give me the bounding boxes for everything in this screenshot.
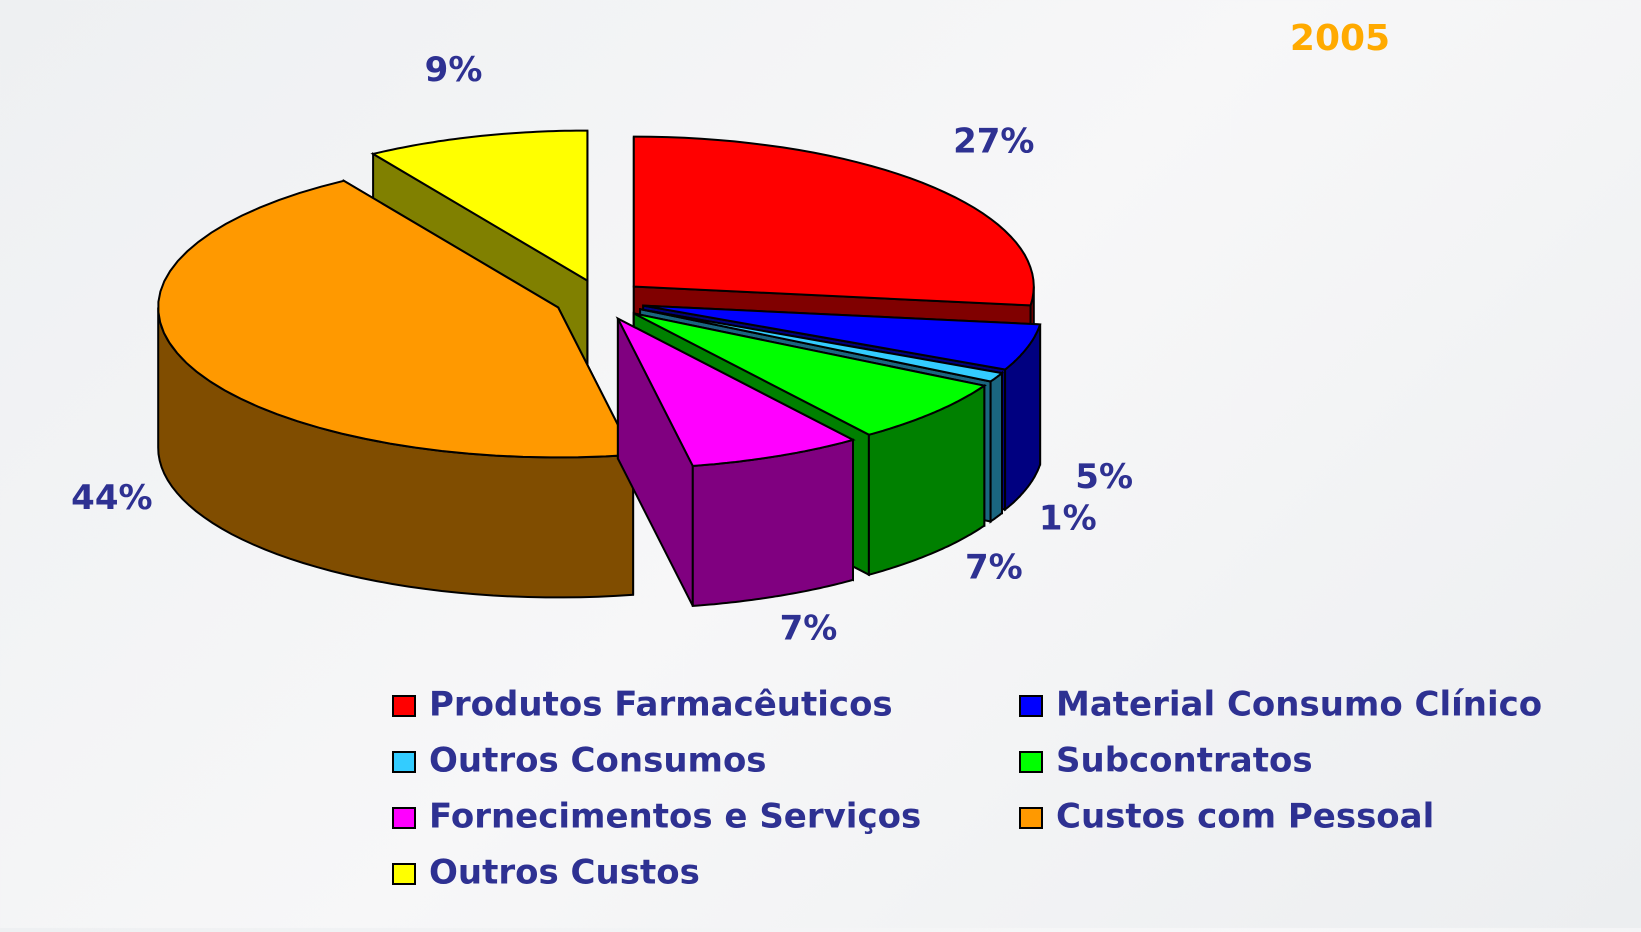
slice-top	[615, 316, 856, 467]
slice-top	[633, 312, 987, 436]
legend-swatch	[392, 863, 416, 885]
slice-top	[643, 304, 1042, 371]
legend-label: Custos com Pessoal	[1056, 797, 1434, 837]
slice-top	[639, 308, 1005, 383]
legend-label: Produtos Farmacêuticos	[429, 685, 893, 725]
slice-top	[157, 179, 635, 459]
legend-swatch	[1019, 751, 1043, 773]
legend-swatch	[1019, 695, 1043, 717]
legend-label: Material Consumo Clínico	[1056, 685, 1542, 725]
legend-label: Fornecimentos e Serviços	[429, 797, 921, 837]
legend-label: Subcontratos	[1056, 741, 1313, 781]
legend-swatch	[392, 695, 416, 717]
pie-slice	[157, 179, 635, 599]
data-label: 1%	[1039, 498, 1097, 538]
data-label: 27%	[953, 121, 1034, 161]
data-label: 9%	[425, 50, 483, 90]
slice-top	[632, 135, 1035, 307]
legend-swatch	[392, 807, 416, 829]
legend-swatch	[392, 751, 416, 773]
legend-label: Outros Consumos	[429, 741, 767, 781]
slice-side	[989, 370, 1003, 524]
legend-label: Outros Custos	[429, 853, 700, 893]
slice-top	[370, 129, 589, 283]
data-label: 7%	[965, 548, 1023, 588]
chart-title: 2005	[1290, 18, 1390, 59]
pie-slice	[615, 316, 856, 607]
data-label: 44%	[71, 478, 152, 518]
legend-swatch	[1019, 807, 1043, 829]
data-label: 7%	[780, 609, 838, 649]
data-label: 5%	[1075, 457, 1133, 497]
